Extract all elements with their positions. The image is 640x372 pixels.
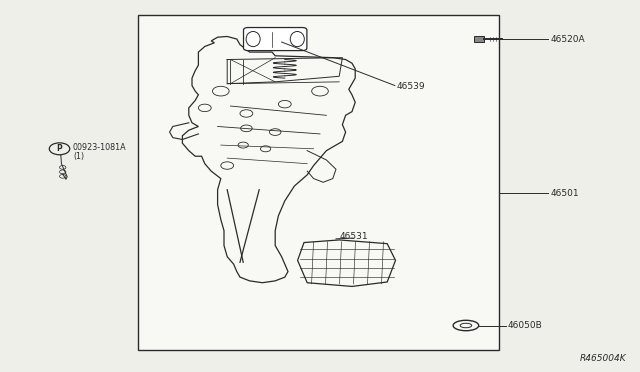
Text: 46539: 46539 xyxy=(397,82,426,91)
Text: R465004K: R465004K xyxy=(579,354,626,363)
Text: 46050B: 46050B xyxy=(508,321,542,330)
Bar xyxy=(138,15,499,350)
Text: 46501: 46501 xyxy=(550,189,579,198)
Text: 46520A: 46520A xyxy=(550,35,585,44)
Text: P: P xyxy=(57,144,62,153)
Text: 00923-1081A: 00923-1081A xyxy=(72,143,126,152)
FancyBboxPatch shape xyxy=(474,36,484,42)
FancyBboxPatch shape xyxy=(244,28,307,51)
Text: 46531: 46531 xyxy=(339,232,368,241)
Text: (1): (1) xyxy=(74,152,84,161)
